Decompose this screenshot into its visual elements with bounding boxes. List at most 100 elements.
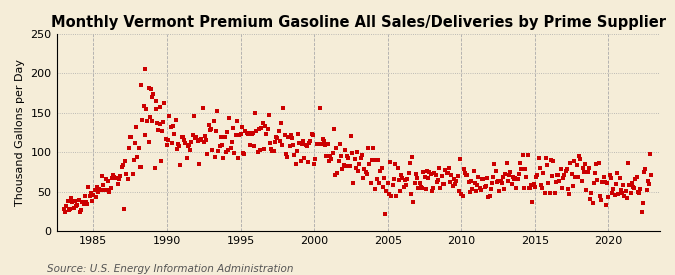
Point: [107, 176, 117, 181]
Point: [346, 134, 356, 138]
Point: [235, 132, 246, 136]
Point: [436, 174, 447, 178]
Point: [535, 166, 545, 170]
Point: [342, 154, 352, 158]
Point: [197, 106, 208, 111]
Point: [143, 139, 154, 144]
Point: [113, 176, 124, 181]
Point: [517, 153, 528, 158]
Point: [304, 141, 315, 145]
Point: [469, 181, 480, 186]
Point: [348, 181, 359, 185]
Point: [433, 178, 443, 183]
Point: [101, 187, 112, 192]
Point: [592, 178, 603, 182]
Point: [494, 189, 505, 194]
Point: [335, 154, 346, 158]
Point: [356, 152, 367, 157]
Point: [198, 140, 209, 144]
Point: [105, 186, 116, 190]
Point: [268, 148, 279, 153]
Point: [381, 188, 392, 193]
Point: [173, 142, 184, 146]
Point: [640, 167, 651, 171]
Point: [251, 129, 262, 133]
Point: [343, 156, 354, 161]
Point: [496, 181, 507, 186]
Point: [146, 95, 157, 99]
Point: [298, 139, 308, 144]
Point: [490, 169, 501, 173]
Y-axis label: Thousand Gallons per Day: Thousand Gallons per Day: [15, 59, 25, 206]
Point: [262, 126, 273, 131]
Point: [59, 209, 70, 214]
Point: [564, 192, 574, 196]
Point: [430, 173, 441, 177]
Point: [400, 178, 410, 182]
Point: [266, 147, 277, 152]
Point: [608, 186, 619, 191]
Point: [369, 158, 379, 163]
Point: [529, 182, 539, 186]
Point: [200, 138, 211, 142]
Point: [512, 177, 523, 181]
Point: [618, 183, 628, 188]
Point: [522, 152, 533, 157]
Point: [376, 166, 387, 170]
Point: [565, 161, 576, 165]
Point: [325, 154, 335, 158]
Point: [67, 199, 78, 204]
Point: [578, 170, 589, 174]
Point: [238, 151, 248, 155]
Point: [94, 187, 105, 192]
Point: [463, 180, 474, 184]
Point: [497, 174, 508, 179]
Point: [311, 141, 322, 146]
Point: [409, 180, 420, 185]
Point: [278, 106, 289, 110]
Point: [421, 187, 431, 191]
Point: [408, 200, 419, 205]
Point: [224, 116, 235, 121]
Point: [217, 142, 227, 147]
Point: [214, 144, 225, 148]
Point: [619, 194, 630, 198]
Point: [313, 142, 323, 146]
Point: [323, 159, 334, 164]
Point: [484, 194, 495, 199]
Point: [504, 173, 514, 178]
Point: [134, 164, 145, 169]
Text: Source: U.S. Energy Information Administration: Source: U.S. Energy Information Administ…: [47, 264, 294, 274]
Point: [263, 113, 274, 117]
Point: [464, 190, 475, 194]
Point: [157, 129, 167, 133]
Point: [545, 158, 556, 162]
Point: [515, 161, 526, 166]
Point: [580, 162, 591, 166]
Point: [142, 119, 153, 123]
Point: [575, 157, 586, 161]
Point: [130, 141, 140, 146]
Point: [302, 160, 313, 164]
Point: [71, 204, 82, 208]
Point: [273, 129, 284, 133]
Point: [344, 164, 355, 169]
Point: [107, 172, 118, 177]
Point: [613, 192, 624, 197]
Point: [598, 175, 609, 180]
Point: [499, 187, 510, 191]
Point: [538, 170, 549, 175]
Point: [586, 191, 597, 195]
Point: [97, 174, 107, 178]
Point: [244, 130, 254, 135]
Point: [398, 185, 409, 189]
Point: [154, 104, 165, 109]
Point: [88, 193, 99, 197]
Point: [80, 200, 91, 204]
Point: [267, 149, 278, 153]
Point: [406, 192, 416, 197]
Point: [116, 165, 127, 169]
Point: [394, 178, 404, 183]
Point: [349, 156, 360, 161]
Point: [125, 134, 136, 139]
